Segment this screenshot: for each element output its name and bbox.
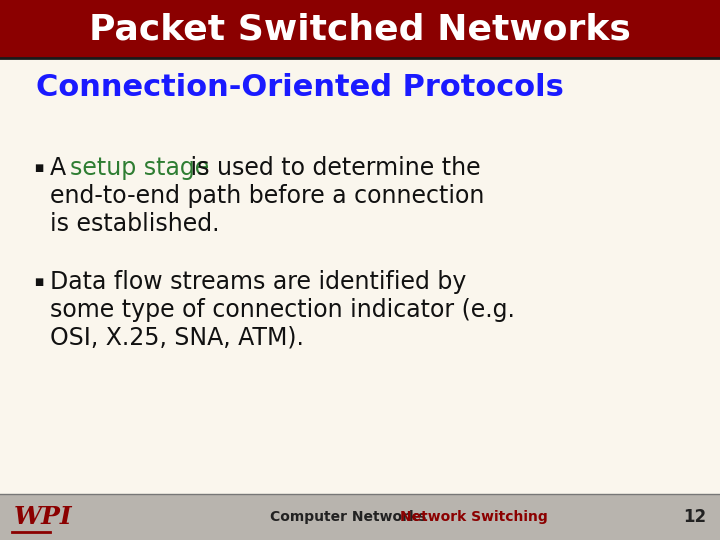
Text: Network Switching: Network Switching — [400, 510, 548, 524]
Bar — [0, 0, 720, 58]
Text: Connection-Oriented Protocols: Connection-Oriented Protocols — [36, 72, 564, 102]
Text: 12: 12 — [683, 508, 706, 526]
Text: end-to-end path before a connection: end-to-end path before a connection — [50, 184, 485, 208]
Text: WPI: WPI — [14, 505, 73, 529]
Text: A: A — [50, 156, 73, 180]
Text: Data flow streams are identified by: Data flow streams are identified by — [50, 270, 467, 294]
Text: is established.: is established. — [50, 212, 220, 236]
Text: ■: ■ — [34, 163, 43, 173]
Text: some type of connection indicator (e.g.: some type of connection indicator (e.g. — [50, 298, 515, 322]
Text: OSI, X.25, SNA, ATM).: OSI, X.25, SNA, ATM). — [50, 326, 304, 350]
Text: setup stage: setup stage — [71, 156, 210, 180]
Bar — [0, 494, 720, 540]
Text: Computer Networks: Computer Networks — [270, 510, 426, 524]
Text: ■: ■ — [34, 277, 43, 287]
Text: Packet Switched Networks: Packet Switched Networks — [89, 12, 631, 46]
Text: is used to determine the: is used to determine the — [183, 156, 480, 180]
